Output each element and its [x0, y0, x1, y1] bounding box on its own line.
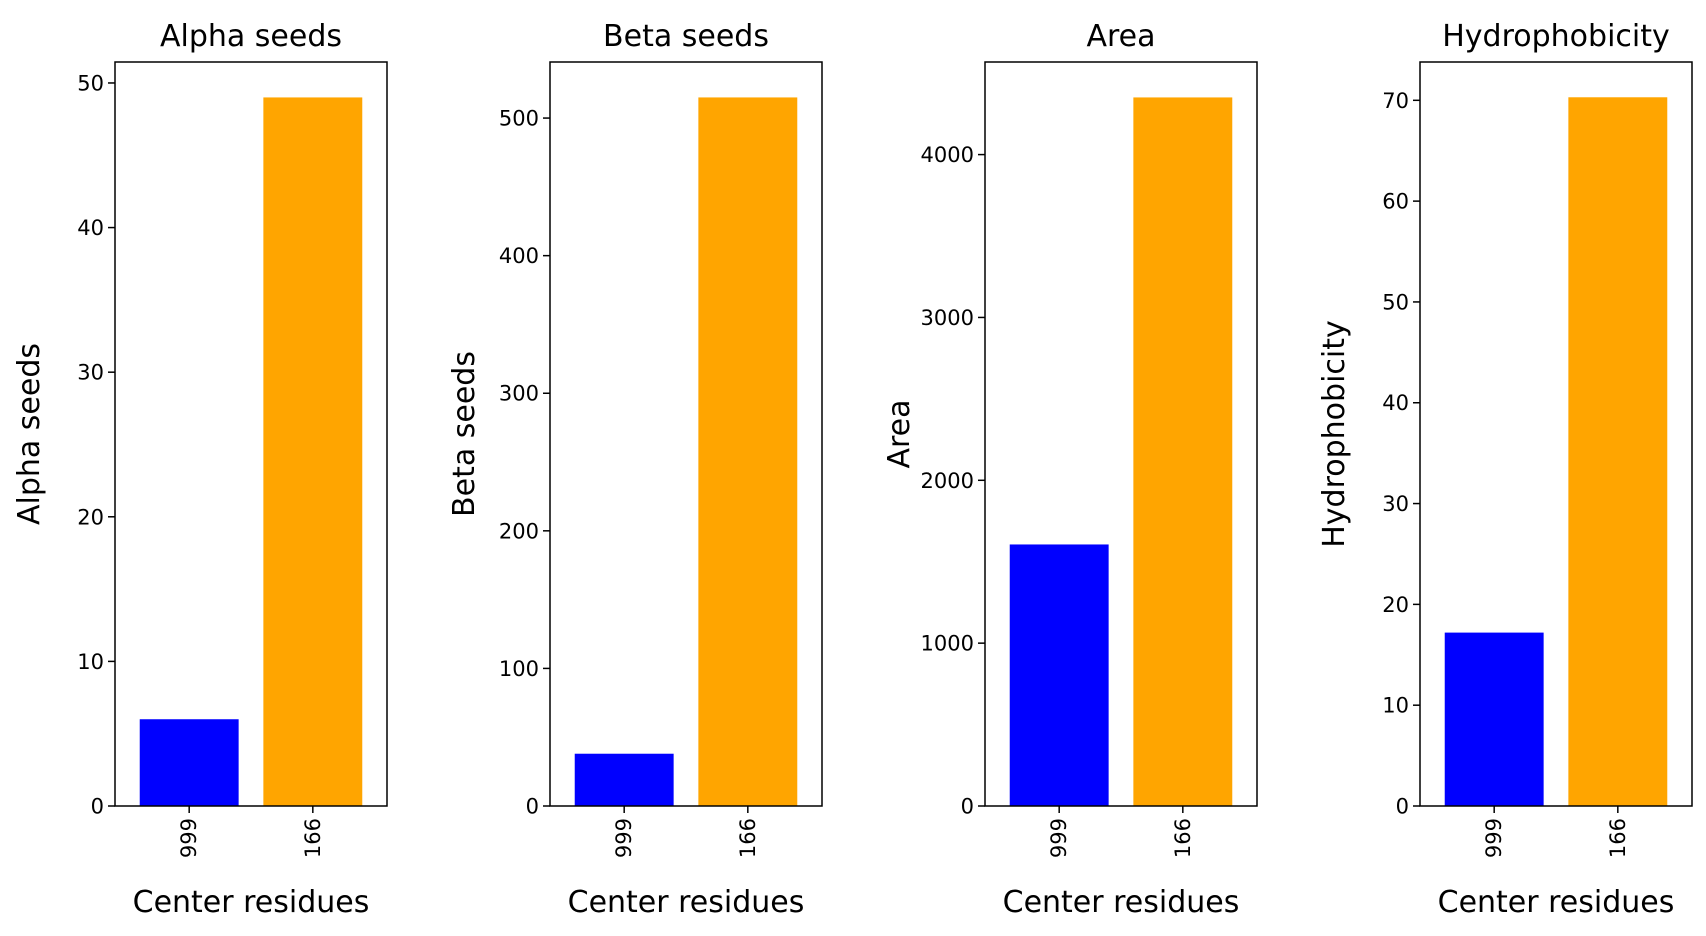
y-axis-label: Alpha seeds: [12, 343, 47, 525]
panel-title: Alpha seeds: [160, 19, 342, 54]
y-tick-label: 1000: [921, 632, 974, 656]
y-tick-label: 60: [1382, 190, 1409, 214]
plot-frame: [549, 61, 823, 807]
bar-999: [139, 719, 239, 806]
bar-999: [1009, 544, 1109, 806]
y-tick-label: 40: [1382, 391, 1409, 415]
bar-166: [1568, 97, 1668, 806]
x-tick-label: 999: [1482, 818, 1506, 858]
y-axis-label: Beta seeds: [447, 351, 482, 517]
plot-frame: [984, 61, 1258, 807]
y-tick-label: 200: [499, 519, 539, 543]
x-tick-label: 166: [1171, 818, 1195, 858]
x-tick-label: 999: [177, 818, 201, 858]
bar-999: [1444, 632, 1544, 806]
x-axis-label: Center residues: [568, 885, 805, 920]
bar-166: [263, 97, 363, 807]
y-tick-label: 0: [1396, 795, 1409, 819]
x-axis-label: Center residues: [1003, 885, 1240, 920]
y-tick-label: 0: [961, 795, 974, 819]
y-tick-label: 20: [1382, 593, 1409, 617]
bar-166: [698, 97, 798, 807]
y-tick-label: 2000: [921, 469, 974, 493]
x-tick-label: 166: [301, 818, 325, 858]
y-axis-label: Hydrophobicity: [1317, 320, 1352, 548]
y-axis-label: Area: [882, 399, 917, 468]
y-tick-label: 50: [77, 71, 104, 95]
panel-title: Hydrophobicity: [1442, 19, 1670, 54]
plot-frame: [1419, 61, 1693, 807]
y-tick-label: 100: [499, 657, 539, 681]
y-tick-label: 500: [499, 107, 539, 131]
y-tick-label: 10: [77, 650, 104, 674]
x-tick-label: 166: [1606, 818, 1630, 858]
y-tick-label: 0: [91, 795, 104, 819]
y-tick-label: 40: [77, 216, 104, 240]
y-tick-label: 10: [1382, 694, 1409, 718]
y-tick-label: 30: [1382, 492, 1409, 516]
plot-frame: [114, 61, 388, 807]
bar-999: [574, 753, 674, 806]
bar-166: [1133, 97, 1233, 807]
x-axis-label: Center residues: [1438, 885, 1675, 920]
y-tick-label: 3000: [921, 306, 974, 330]
x-tick-label: 999: [1047, 818, 1071, 858]
panel-title: Area: [1086, 19, 1155, 54]
y-tick-label: 20: [77, 505, 104, 529]
x-tick-label: 999: [612, 818, 636, 858]
y-tick-label: 4000: [921, 143, 974, 167]
y-tick-label: 0: [526, 795, 539, 819]
x-axis-label: Center residues: [133, 885, 370, 920]
y-tick-label: 30: [77, 361, 104, 385]
y-tick-label: 300: [499, 382, 539, 406]
y-tick-label: 400: [499, 244, 539, 268]
y-tick-label: 50: [1382, 290, 1409, 314]
y-tick-label: 70: [1382, 89, 1409, 113]
x-tick-label: 166: [736, 818, 760, 858]
panel-title: Beta seeds: [603, 19, 769, 54]
